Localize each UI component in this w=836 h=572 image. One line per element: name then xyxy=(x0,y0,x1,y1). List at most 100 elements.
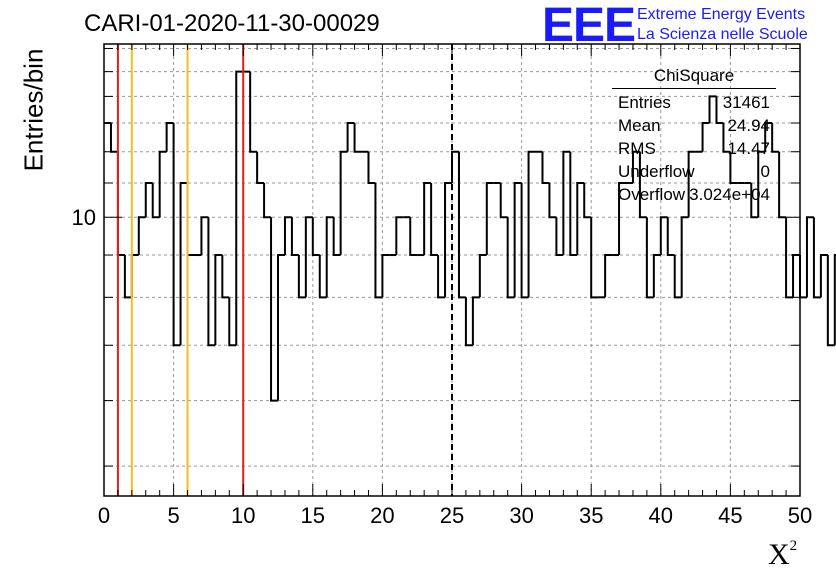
histogram-bin xyxy=(708,95,717,124)
histogram-bin xyxy=(805,216,814,298)
histogram-bin xyxy=(374,182,383,299)
histogram-bin xyxy=(297,255,306,299)
histogram-bin xyxy=(235,70,244,346)
stats-label: Mean xyxy=(618,116,661,135)
histogram-bin xyxy=(652,254,661,298)
histogram-bin xyxy=(339,150,348,256)
histogram-bin xyxy=(263,182,272,219)
x-tick-label: 35 xyxy=(579,503,603,528)
stats-value: 31461 xyxy=(722,93,770,112)
histogram-bin xyxy=(513,181,522,298)
stats-label: Entries xyxy=(618,93,671,112)
histogram-bin xyxy=(130,254,139,298)
eee-logo: EEE xyxy=(542,0,636,52)
stats-row-overflow: Overflow 3.024e+04 xyxy=(612,183,776,206)
histogram-bin xyxy=(576,181,585,256)
histogram-bin xyxy=(207,217,216,347)
histogram-bin xyxy=(116,151,125,257)
histogram-bin xyxy=(430,182,439,257)
histogram-bin xyxy=(270,217,278,402)
run-title: CARI-01-2020-11-30-00029 xyxy=(84,10,380,37)
histogram-bin xyxy=(812,217,821,299)
histogram-bin xyxy=(618,181,626,256)
stats-label: Underflow xyxy=(618,162,695,181)
histogram-bin xyxy=(277,254,285,401)
histogram-bin xyxy=(583,182,592,219)
histogram-bin xyxy=(680,216,689,298)
histogram-bin xyxy=(409,217,418,257)
x-tick-label: 25 xyxy=(440,503,464,528)
histogram-bin xyxy=(520,182,529,299)
logo-caption-line2: La Scienza nelle Scuole xyxy=(637,26,808,43)
histogram-bin xyxy=(172,123,181,347)
histogram-bin xyxy=(437,255,446,299)
histogram-bin xyxy=(645,217,654,299)
histogram-bin xyxy=(353,123,362,153)
histogram-bin xyxy=(123,255,132,299)
histogram-bin xyxy=(311,217,320,257)
histogram-bin xyxy=(214,254,223,346)
histogram-bin xyxy=(471,296,480,346)
histogram-bin xyxy=(200,216,209,256)
histogram-bin xyxy=(290,217,299,257)
histogram-bin xyxy=(819,254,828,298)
histogram-bin xyxy=(555,217,564,257)
histogram-bin xyxy=(451,150,459,183)
stats-value: 14.47 xyxy=(727,139,770,158)
histogram-bin xyxy=(750,182,759,219)
histogram-bin xyxy=(638,151,647,219)
histogram-bin xyxy=(499,182,508,219)
histogram-bin xyxy=(785,217,794,299)
x-tick-label: 50 xyxy=(788,503,812,528)
x-axis-label-base: X xyxy=(768,538,790,571)
histogram-bin xyxy=(228,297,237,347)
histogram-bin xyxy=(179,181,188,346)
histogram-bin xyxy=(367,151,376,184)
histogram-bin xyxy=(381,254,390,298)
histogram-bin xyxy=(604,254,613,298)
x-axis-label: X2 xyxy=(768,538,797,572)
histogram-bin xyxy=(158,150,167,218)
histogram-bin xyxy=(673,255,682,299)
tick-labels: 10 0 5 10 15 20 25 30 35 40 45 50 xyxy=(72,205,813,528)
x-tick-label: 40 xyxy=(649,503,673,528)
x-tick-label: 45 xyxy=(718,503,742,528)
chart-marks xyxy=(104,44,836,496)
histogram-bin xyxy=(332,217,341,257)
histogram-bin xyxy=(256,151,265,184)
histogram-bin xyxy=(464,297,473,347)
histogram-bin xyxy=(792,254,800,298)
histogram-bin xyxy=(771,123,780,153)
histogram-bin xyxy=(478,254,487,298)
stats-value: 0 xyxy=(760,162,770,181)
histogram-bin xyxy=(151,182,160,219)
histogram-bin xyxy=(444,181,452,298)
stats-row-underflow: Underflow 0 xyxy=(612,160,776,183)
histogram-bin xyxy=(283,216,292,256)
histogram-bin xyxy=(541,151,550,184)
histogram-bin xyxy=(666,217,675,257)
histogram-bin xyxy=(631,150,640,183)
x-tick-label: 20 xyxy=(370,503,394,528)
x-tick-label: 30 xyxy=(509,503,533,528)
histogram-bin xyxy=(485,181,494,256)
histogram-bin xyxy=(527,150,536,298)
histogram-bin xyxy=(109,123,118,153)
histogram-bin xyxy=(590,217,599,299)
stats-value: 24.94 xyxy=(727,116,770,135)
histogram-bin xyxy=(799,255,807,299)
logo-caption-line1: Extreme Energy Events xyxy=(637,6,806,23)
axes xyxy=(103,43,801,497)
histogram-bin xyxy=(764,122,773,152)
histogram-bin xyxy=(186,182,195,257)
stats-box: ChiSquare Entries 31461 Mean 24.94 RMS 14.4… xyxy=(612,66,776,206)
histogram-bin xyxy=(722,123,731,153)
histogram-bin xyxy=(826,255,835,347)
histogram-bin xyxy=(346,122,355,152)
histogram-bin xyxy=(304,216,313,298)
histogram-bin xyxy=(395,216,404,256)
histogram-bin xyxy=(325,216,334,298)
histogram-bin xyxy=(715,96,724,125)
histogram-bin xyxy=(318,255,327,299)
